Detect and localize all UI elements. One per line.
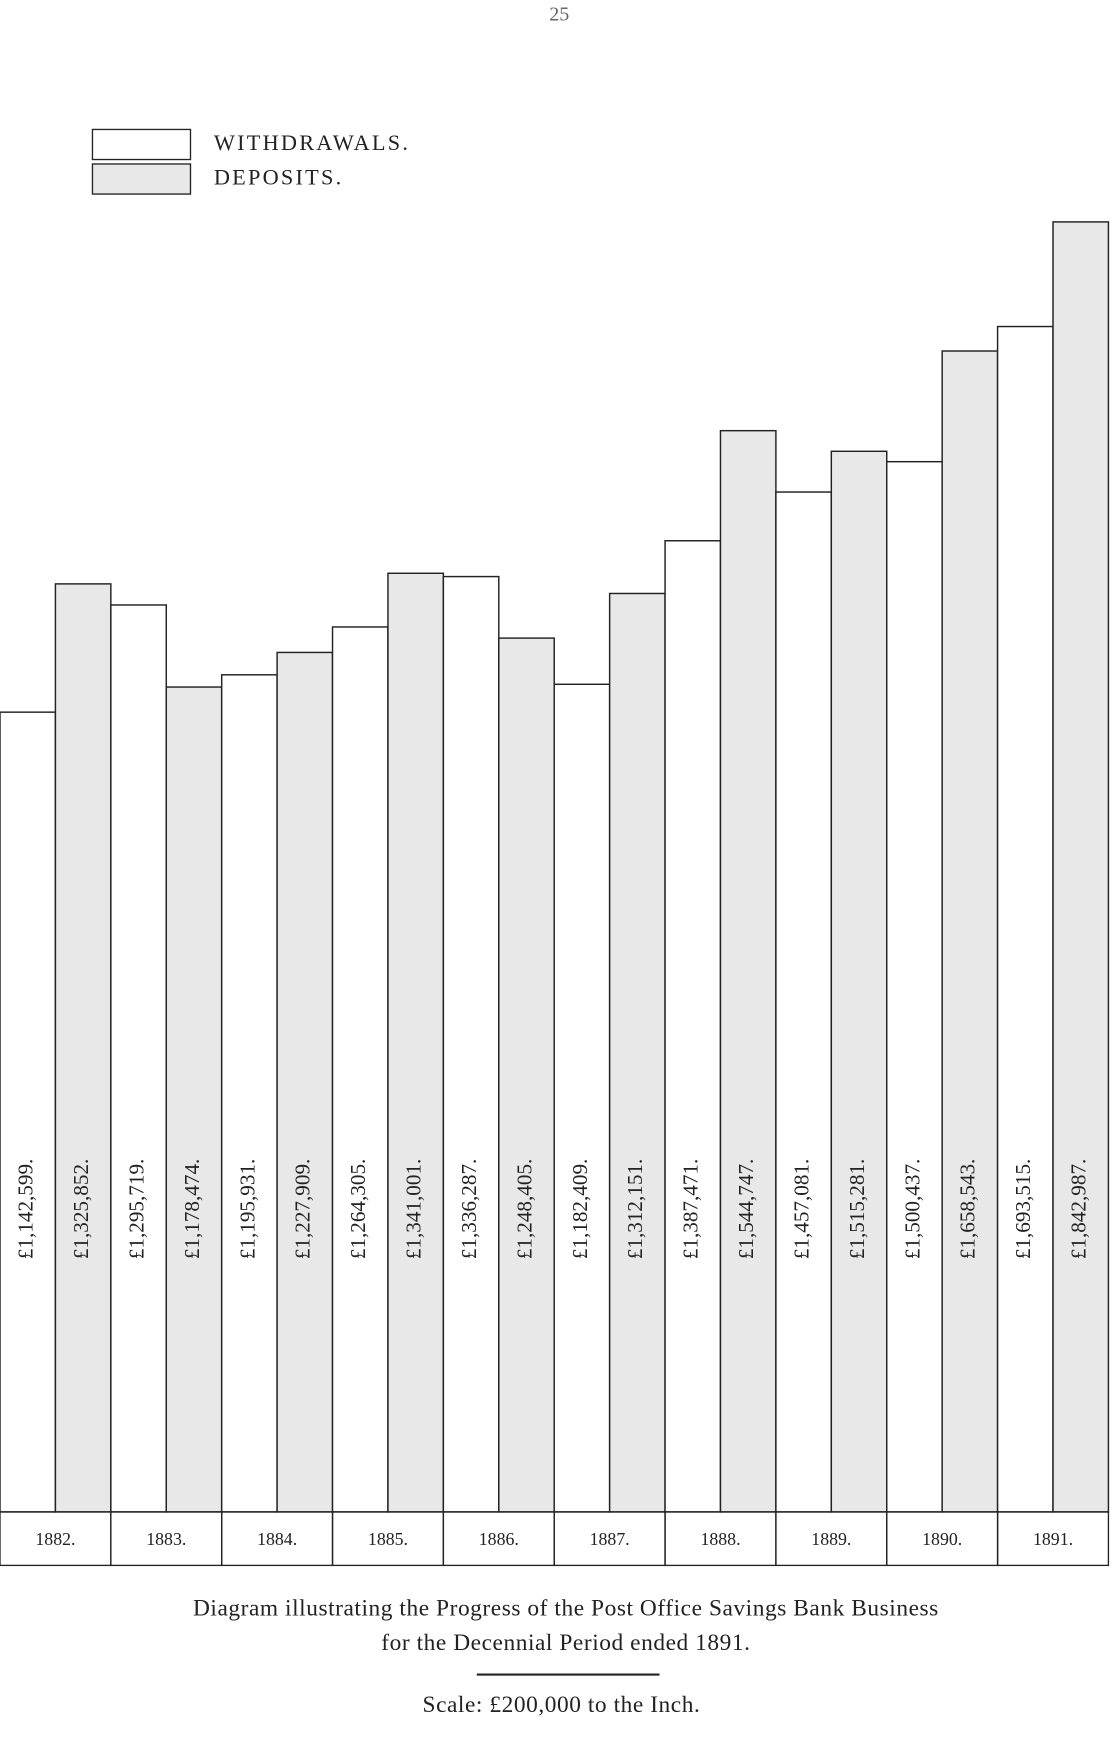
x-tick-label: 1884. <box>257 1529 297 1549</box>
x-tick-label: 1890. <box>922 1529 962 1549</box>
bar <box>220 674 278 1513</box>
value-label: £1,842,987. <box>1067 1159 1091 1259</box>
caption-line-1: Diagram illustrating the Progress of the… <box>193 1595 939 1621</box>
value-label: £1,182,409. <box>568 1159 592 1259</box>
scale-note: Scale: £200,000 to the Inch. <box>423 1692 701 1718</box>
bar <box>442 575 500 1513</box>
value-label: £1,693,515. <box>1011 1159 1035 1259</box>
bar <box>0 711 57 1513</box>
value-label: £1,142,599. <box>14 1159 38 1260</box>
value-label: £1,248,405. <box>512 1159 536 1259</box>
bar <box>1052 221 1110 1513</box>
legend-swatch <box>91 163 192 195</box>
bar <box>608 592 666 1513</box>
value-label: £1,457,081. <box>789 1159 813 1259</box>
x-tick-label: 1886. <box>479 1529 519 1549</box>
bar <box>719 429 777 1513</box>
bar <box>165 686 223 1513</box>
value-label: £1,312,151. <box>623 1159 647 1259</box>
bar <box>387 572 445 1513</box>
bar <box>331 626 389 1513</box>
bar <box>830 450 888 1513</box>
value-label: £1,227,909. <box>291 1159 315 1259</box>
x-tick-label: 1882. <box>35 1529 75 1549</box>
value-label: £1,325,852. <box>69 1159 93 1259</box>
value-label: £1,295,719. <box>124 1159 148 1259</box>
bar <box>553 683 611 1513</box>
bar <box>775 491 833 1513</box>
page-number: 25 <box>549 3 569 25</box>
bar <box>996 325 1054 1513</box>
value-label: £1,178,474. <box>180 1159 204 1259</box>
x-tick-label: 1883. <box>146 1529 186 1549</box>
legend-label: DEPOSITS. <box>214 165 344 190</box>
caption-line-2: for the Decennial Period ended 1891. <box>381 1630 750 1656</box>
bar <box>941 350 999 1513</box>
bar <box>664 540 722 1513</box>
value-label: £1,387,471. <box>679 1159 703 1259</box>
bar <box>110 604 167 1513</box>
value-label: £1,195,931. <box>235 1159 259 1259</box>
bar <box>886 460 943 1513</box>
bar <box>498 637 555 1513</box>
year-cell <box>996 1511 1110 1567</box>
value-label: £1,341,001. <box>402 1159 426 1260</box>
value-label: £1,264,305. <box>346 1159 370 1259</box>
x-tick-label: 1889. <box>811 1529 851 1549</box>
value-label: £1,515,281. <box>845 1159 869 1259</box>
x-tick-label: 1888. <box>700 1529 740 1549</box>
value-label: £1,500,437. <box>900 1159 924 1259</box>
legend-label: WITHDRAWALS. <box>214 130 410 155</box>
value-label: £1,658,543. <box>956 1159 980 1259</box>
bar <box>276 651 334 1513</box>
x-tick-label: 1885. <box>368 1529 408 1549</box>
value-label: £1,544,747. <box>734 1159 758 1259</box>
legend-swatch <box>91 128 192 161</box>
x-tick-label: 1887. <box>590 1529 630 1549</box>
value-label: £1,336,287. <box>457 1159 481 1260</box>
x-tick-label: 1891. <box>1033 1529 1073 1549</box>
bar <box>54 583 112 1513</box>
